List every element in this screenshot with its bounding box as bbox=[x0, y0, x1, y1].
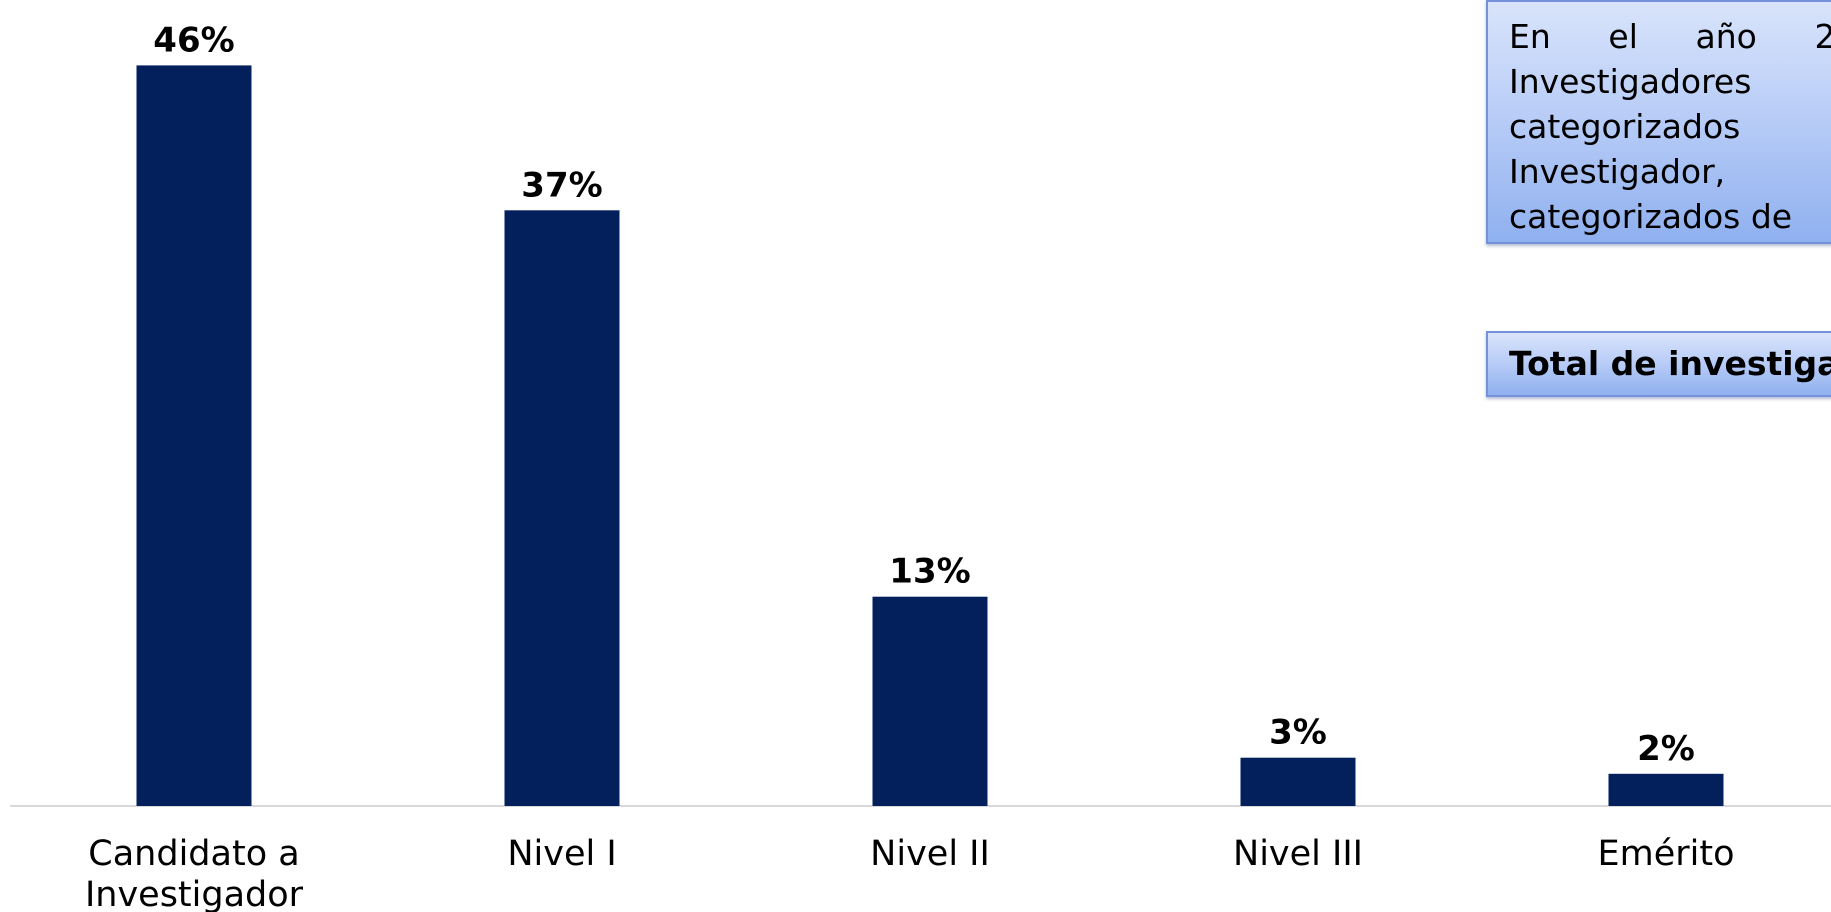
summary-text-line: Investigador, bbox=[1509, 152, 1726, 191]
category-label: Emérito bbox=[1598, 834, 1735, 874]
total-researchers-box: Total de investiga bbox=[1486, 331, 1831, 397]
total-researchers-label: Total de investiga bbox=[1509, 344, 1831, 383]
category-label: Nivel II bbox=[870, 834, 990, 874]
category-label-line: Investigador bbox=[85, 875, 304, 912]
bar-value-label: 37% bbox=[521, 165, 602, 205]
category-label: Candidato a Investigador bbox=[85, 834, 304, 912]
bar-value-label: 2% bbox=[1637, 729, 1695, 769]
category-label-line: Emérito bbox=[1598, 834, 1735, 874]
category-label-line: Nivel II bbox=[870, 834, 990, 874]
summary-text-line: En el año 2023, bbox=[1509, 17, 1831, 56]
bar-value-label: 13% bbox=[889, 552, 970, 592]
category-label-line: Candidato a bbox=[88, 834, 299, 874]
bar bbox=[504, 210, 620, 807]
bar bbox=[872, 596, 988, 806]
summary-text-box: En el año 2023, Investigadores P categoriz… bbox=[1486, 0, 1831, 244]
summary-text-line: categorizados c bbox=[1509, 107, 1831, 146]
value-labels-group: 46% 37% 13% 3% 2% bbox=[153, 20, 1695, 768]
summary-text-line: Investigadores P bbox=[1509, 62, 1831, 101]
bar-value-label: 3% bbox=[1269, 713, 1327, 753]
bars-group bbox=[136, 65, 1724, 807]
bar bbox=[1240, 757, 1356, 806]
category-label: Nivel I bbox=[507, 834, 616, 874]
category-label-line: Nivel III bbox=[1233, 834, 1363, 874]
category-label-line: Nivel I bbox=[507, 834, 616, 874]
summary-text-line: categorizados de bbox=[1509, 197, 1793, 236]
bar-value-label: 46% bbox=[153, 20, 234, 60]
bar bbox=[136, 65, 252, 806]
bar bbox=[1608, 773, 1724, 806]
summary-text: En el año 2023, Investigadores P categoriz… bbox=[1509, 14, 1831, 239]
category-labels-group: Candidato a Investigador Nivel I Nivel II Ni… bbox=[85, 834, 1735, 912]
category-label: Nivel III bbox=[1233, 834, 1363, 874]
